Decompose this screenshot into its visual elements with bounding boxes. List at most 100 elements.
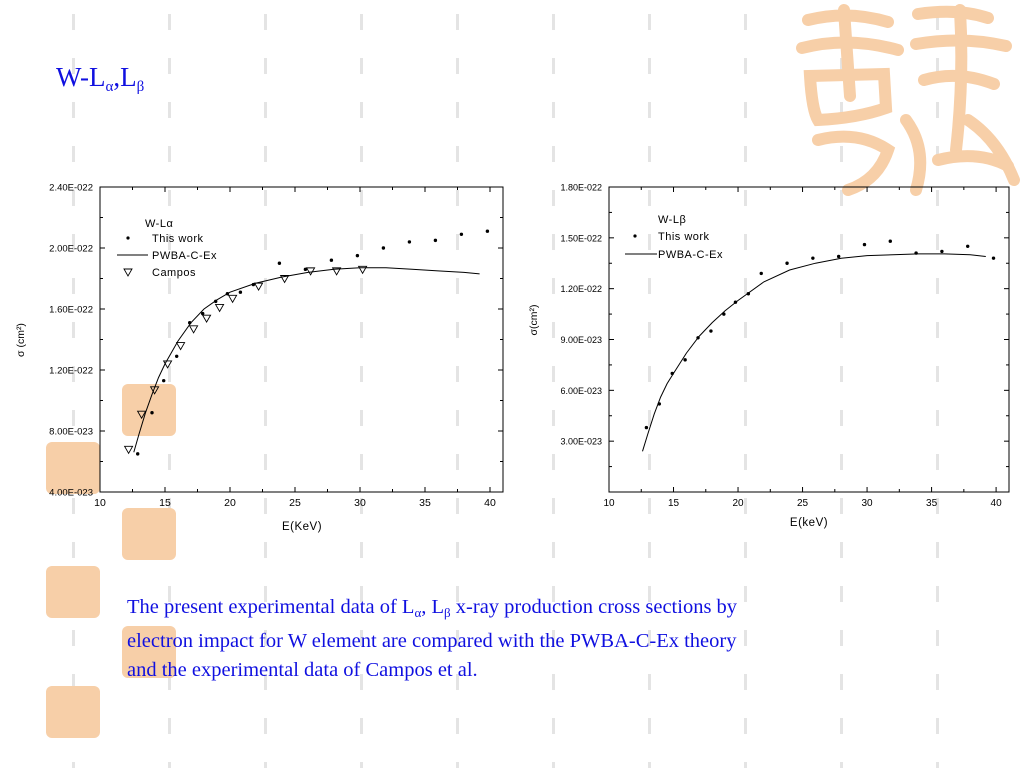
background-dash [72,190,75,206]
x-tick-label: 35 [419,497,431,509]
background-dash [456,674,459,690]
background-dash [744,278,747,294]
legend-label: PWBA-C-Ex [152,250,217,262]
background-dash [360,58,363,74]
background-dash [264,14,267,30]
background-dash [744,146,747,162]
y-tick-label: 1.60E-022 [49,305,93,316]
background-dash [744,630,747,646]
y-axis-label: σ(cm²) [528,305,540,336]
background-dash [840,498,843,514]
y-tick-label: 1.20E-022 [49,366,93,377]
background-dash [168,586,171,602]
background-dash [264,322,267,338]
background-dash [552,542,555,558]
background-dash [552,278,555,294]
background-dash [360,278,363,294]
background-dash [552,630,555,646]
slide-caption: The present experimental data of Lα, Lβ … [127,593,927,685]
background-dash [648,190,651,206]
background-dash [360,542,363,558]
background-dash [648,454,651,470]
background-dash [360,630,363,646]
background-dash [360,498,363,514]
data-point-campos [214,304,225,313]
background-dash [936,762,939,768]
background-dash [936,190,939,206]
y-tick-label: 4.00E-023 [49,488,93,499]
theory-curve [133,267,480,453]
background-dash [936,14,939,30]
background-dash [456,190,459,206]
background-dash [168,322,171,338]
legend-dot-marker [633,234,637,238]
background-dash [264,234,267,250]
background-dash [264,542,267,558]
decorative-seal-icon [122,626,176,678]
legend-label: PWBA-C-Ex [658,249,723,261]
background-dash [456,322,459,338]
background-dash [72,762,75,768]
y-tick-label: 9.00E-023 [560,335,602,345]
background-dash [840,542,843,558]
y-tick-label: 3.00E-023 [560,437,602,447]
background-dash [264,410,267,426]
background-dash [456,234,459,250]
background-dash [552,498,555,514]
background-dash [264,762,267,768]
background-dash [552,234,555,250]
x-tick-label: 15 [159,497,171,509]
background-dash [648,234,651,250]
background-dash [840,278,843,294]
data-point-campos [201,314,212,324]
background-dash [456,454,459,470]
background-dash [744,58,747,74]
data-point-this-work [836,254,841,259]
data-point-this-work [709,329,713,333]
background-dash [360,322,363,338]
background-dash [168,190,171,206]
background-dash [552,586,555,602]
chart-w-l-beta: 10 15 20 25 30 35 40 3.00E-023 6.00E-023 9.00E-02… [528,183,1010,529]
background-dash [936,498,939,514]
background-dash [936,58,939,74]
background-dash [360,234,363,250]
background-dash [360,762,363,768]
caption-line-1: The present experimental data of Lα, Lβ … [127,596,738,620]
background-dash [648,410,651,426]
background-dash [72,14,75,30]
data-point-campos [136,410,147,420]
data-point-this-work [329,258,334,262]
background-dash [840,58,843,74]
background-dash [264,586,267,602]
background-dash [840,674,843,690]
background-dash [840,762,843,768]
background-dash [840,586,843,602]
background-dash [648,586,651,602]
data-point-campos [227,294,238,304]
background-dash [360,14,363,30]
background-dash [936,674,939,690]
background-dash [72,58,75,74]
background-dash [840,454,843,470]
background-dash [456,630,459,646]
chart-w-l-alpha: 10 15 20 25 30 35 40 4.00E-023 8.00E-023 1.20E-02… [15,183,504,533]
background-dash [552,322,555,338]
background-dash [648,674,651,690]
data-point-this-work [459,232,464,236]
background-dash [744,542,747,558]
background-dash [744,586,747,602]
background-dash [72,146,75,162]
background-dash [456,410,459,426]
background-dash [744,102,747,118]
background-dash [552,454,555,470]
legend-title: W-Lβ [658,214,686,226]
background-dash [552,366,555,382]
background-dash [648,498,651,514]
background-dash [648,58,651,74]
background-dash [648,322,651,338]
background-dash [168,498,171,514]
data-point-this-work [355,253,360,258]
background-dash [456,498,459,514]
background-dash [72,498,75,514]
